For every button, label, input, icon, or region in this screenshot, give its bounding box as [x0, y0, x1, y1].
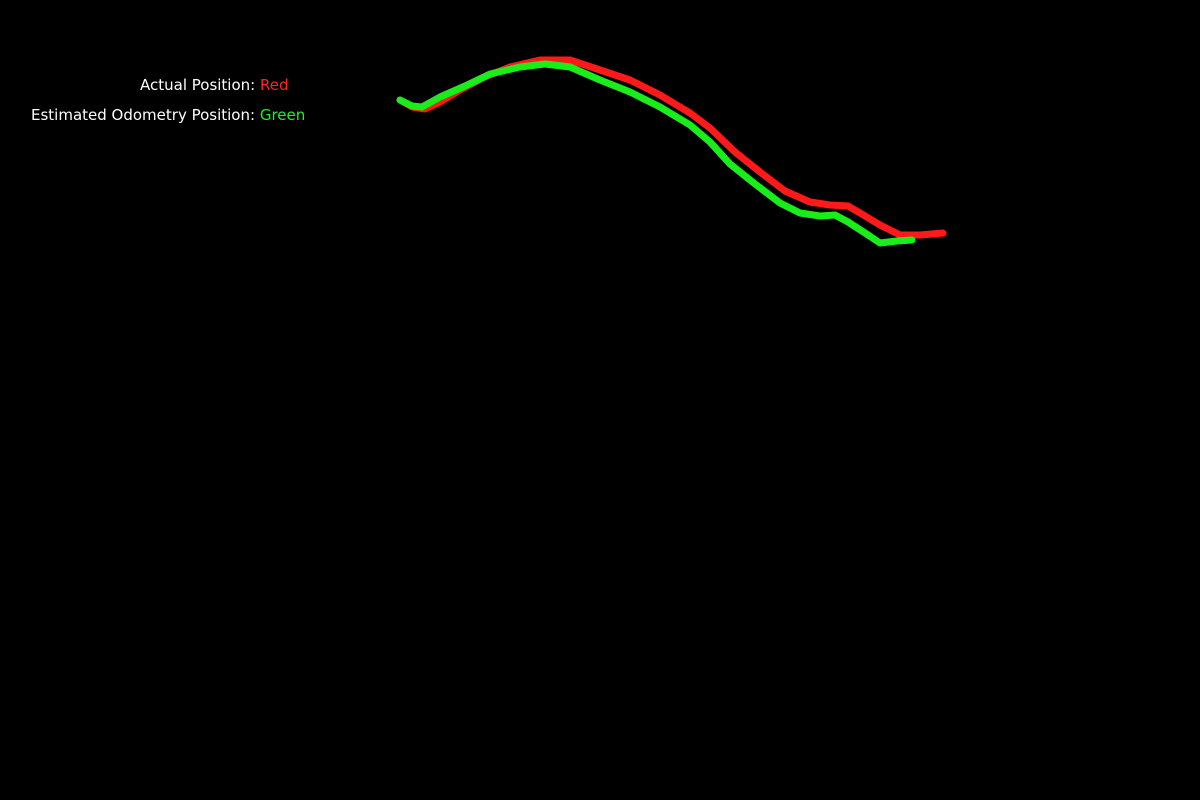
legend-actual: Actual Position: Red — [140, 78, 289, 93]
actual-position-path — [396, 56, 947, 239]
legend-estimated-label: Estimated Odometry Position: — [31, 106, 256, 124]
legend-actual-color: Red — [260, 76, 289, 94]
estimated-odometry-path — [396, 60, 916, 247]
legend-actual-label: Actual Position: — [140, 76, 256, 94]
legend-estimated-color: Green — [259, 106, 306, 124]
legend-estimated: Estimated Odometry Position: Green — [31, 108, 305, 123]
